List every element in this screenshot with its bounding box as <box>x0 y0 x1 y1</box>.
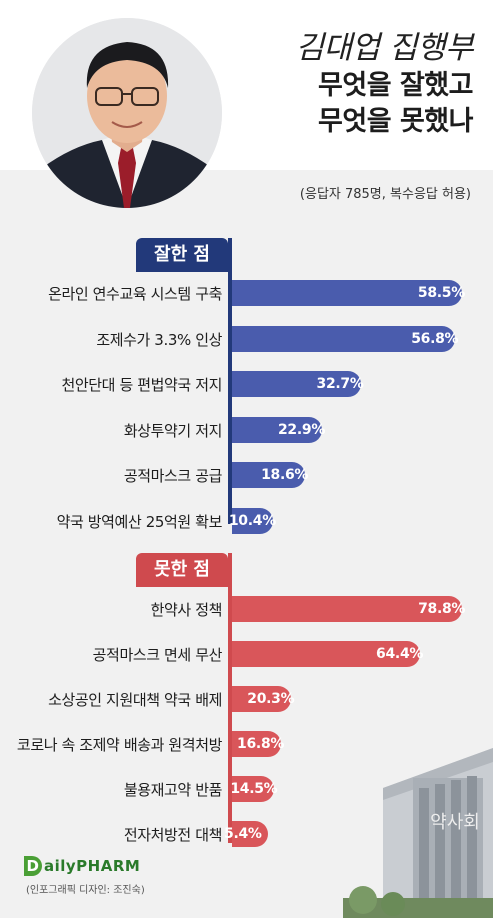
logo-text: ailyPHARM <box>44 857 141 875</box>
bar <box>232 462 306 488</box>
bar-value-label: 10.4% <box>228 512 276 529</box>
bar <box>232 776 275 802</box>
bar-value-label: 22.9% <box>277 421 326 438</box>
bar-value-label: 14.5% <box>230 781 278 797</box>
section-tab-bad: 못한 점 <box>136 553 228 587</box>
bar-value-label: 64.4% <box>376 646 424 662</box>
bar-category-label: 한약사 정책 <box>150 601 223 619</box>
bar-value-label: 32.7% <box>316 376 364 392</box>
section-tab-good: 잘한 점 <box>136 238 228 272</box>
bar-value-label: 56.8% <box>411 330 459 347</box>
bar-category-label: 전자처방전 대책 <box>123 826 223 844</box>
building-sign: 약사회 <box>430 812 480 833</box>
bar-category-label: 화상투약기 저지 <box>123 421 223 440</box>
bar-value-label: 18.6% <box>261 467 309 483</box>
bar <box>232 371 361 397</box>
section-axis-bad <box>228 553 232 843</box>
bar <box>232 821 268 847</box>
bar-category-label: 온라인 연수교육 시스템 구축 <box>48 285 222 303</box>
design-credit: (인포그래픽 디자인: 조진숙) <box>26 885 145 896</box>
logo-initial: D <box>24 856 42 876</box>
bar <box>232 641 421 667</box>
title-line-2: 무엇을 못했나 <box>318 106 473 137</box>
title-name: 김대업 집행부 <box>295 30 474 66</box>
title-block: 김대업 집행부 무엇을 잘했고 무엇을 못했나 <box>238 28 474 140</box>
bar-category-label: 소상공인 지원대책 약국 배제 <box>48 691 222 709</box>
bar <box>232 280 462 306</box>
bar-category-label: 약국 방역예산 25억원 확보 <box>56 512 223 531</box>
bar <box>232 686 292 712</box>
bar-value-label: 78.8% <box>418 601 466 617</box>
bar <box>232 596 463 622</box>
building-photo: 약사회 <box>343 748 493 918</box>
bar-value-label: 58.5% <box>417 285 465 301</box>
bar <box>232 731 282 757</box>
respondent-note: (응답자 785명, 복수응답 허용) <box>299 187 471 202</box>
bar <box>232 416 322 443</box>
bar-value-label: 20.3% <box>247 691 295 707</box>
bar-category-label: 공적마스크 면세 무산 <box>92 646 223 664</box>
section-axis-good <box>228 238 232 524</box>
bar-value-label: 16.8% <box>237 736 285 752</box>
bar-category-label: 코로나 속 조제약 배송과 원격처방 <box>16 736 222 754</box>
bar <box>232 507 273 534</box>
bar-category-label: 조제수가 3.3% 인상 <box>96 330 222 349</box>
bar <box>232 325 456 352</box>
bar-value-label: 5.4% <box>224 826 262 842</box>
portrait-photo <box>32 18 222 208</box>
bar-category-label: 불용재고약 반품 <box>123 781 223 799</box>
bar-category-label: 천안단대 등 편법약국 저지 <box>61 376 222 394</box>
title-line-1: 무엇을 잘했고 <box>318 70 473 101</box>
bar-category-label: 공적마스크 공급 <box>123 467 223 485</box>
